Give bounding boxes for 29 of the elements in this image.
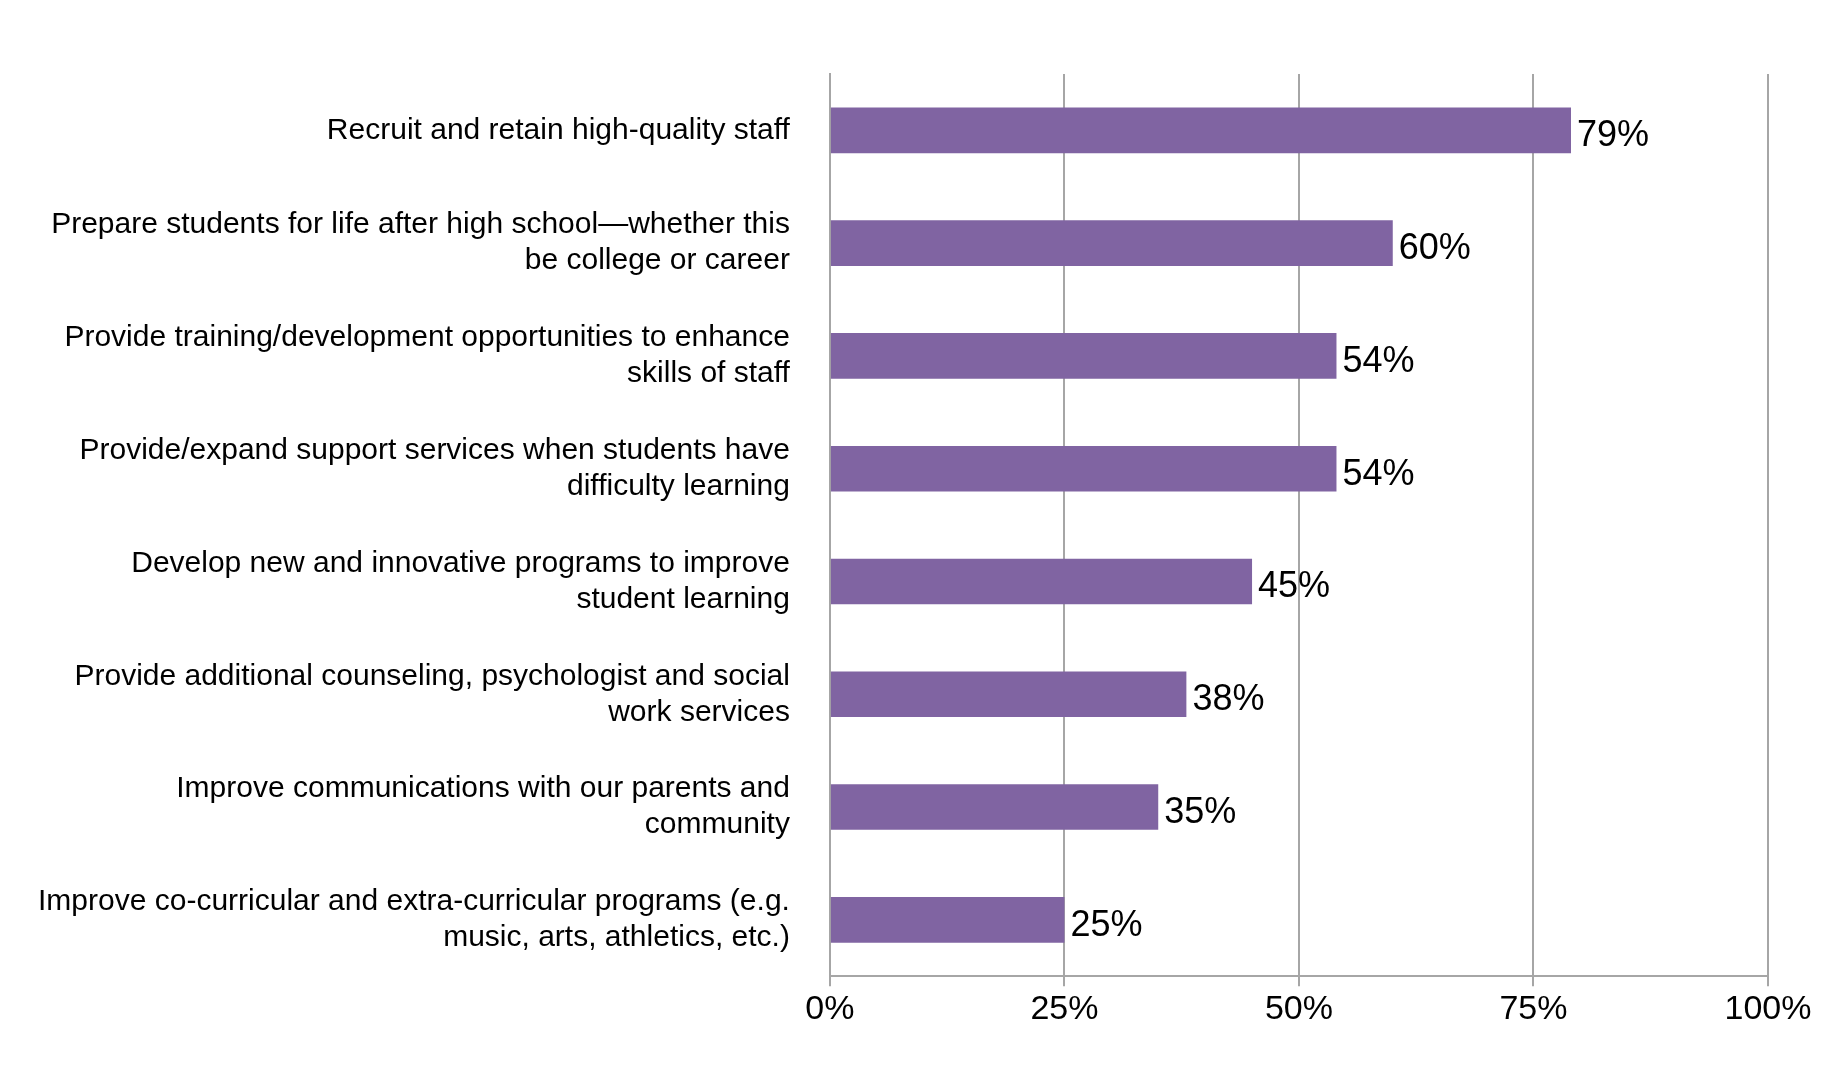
y-tick-label: Prepare students for life after high school—whether this be college or career xyxy=(51,206,790,276)
y-tick-label: Provide training/development opportunities to enhance skills of staff xyxy=(64,319,791,389)
bar xyxy=(830,333,1337,379)
x-tick-label: 100% xyxy=(1724,987,1812,1026)
bar xyxy=(830,558,1253,605)
x-tick-label: 25% xyxy=(1030,987,1099,1026)
bar xyxy=(830,107,1571,154)
y-tick-label: Improve co-curricular and extra-curricular programs (e.g. music, arts, athletics, etc.) xyxy=(38,883,790,953)
x-tick-label: 75% xyxy=(1499,987,1568,1026)
x-tick-label: 50% xyxy=(1264,987,1333,1026)
data-label: 45% xyxy=(1258,564,1331,606)
y-tick-label: Improve communications with our parents and community xyxy=(176,770,790,840)
bar xyxy=(830,896,1065,943)
y-tick-label: Recruit and retain high-quality staff xyxy=(326,111,791,145)
data-label: 35% xyxy=(1164,789,1237,831)
data-label: 54% xyxy=(1342,451,1415,493)
y-tick-label: Develop new and innovative programs to improve student learning xyxy=(131,544,790,614)
bar xyxy=(830,671,1187,718)
data-label: 54% xyxy=(1342,338,1415,380)
x-tick-label: 0% xyxy=(805,987,855,1026)
y-tick-label: Provide additional counseling, psychologist and social work services xyxy=(74,657,790,727)
y-tick-label: Provide/expand support services when students have difficulty learning xyxy=(79,431,790,501)
bar xyxy=(830,445,1337,492)
bar xyxy=(830,220,1393,266)
data-label: 38% xyxy=(1192,677,1265,719)
data-label: 25% xyxy=(1070,902,1143,944)
bar xyxy=(830,784,1159,830)
data-label: 79% xyxy=(1577,113,1650,155)
data-label: 60% xyxy=(1398,226,1471,268)
